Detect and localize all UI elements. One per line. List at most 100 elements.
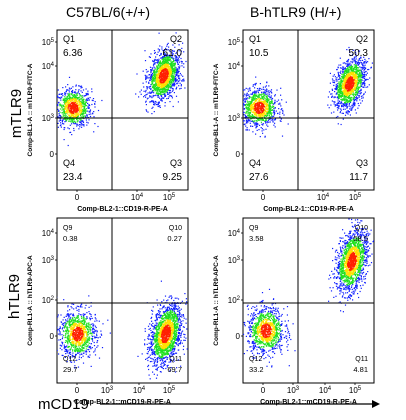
event-dot (75, 84, 77, 86)
event-dot (257, 123, 259, 125)
event-dot (59, 105, 61, 107)
event-dot (177, 58, 179, 61)
event-dot (343, 85, 345, 87)
event-dot (180, 85, 182, 87)
event-dot (251, 100, 253, 102)
event-dot (177, 101, 179, 103)
event-dot (355, 77, 357, 79)
event-dot (359, 86, 361, 88)
event-dot (365, 74, 367, 76)
event-dot (351, 85, 353, 87)
event-dot (57, 326, 58, 328)
event-dot (252, 84, 254, 86)
event-dot (250, 118, 252, 120)
quadrant-percent: 61.0 (163, 48, 183, 59)
event-dot (353, 56, 355, 58)
event-dot (151, 101, 153, 103)
event-dot (333, 74, 335, 76)
event-dot (358, 76, 360, 78)
event-dot (348, 49, 350, 51)
event-dot (173, 64, 175, 66)
event-dot (258, 112, 260, 114)
event-dot (61, 349, 63, 351)
event-dot (347, 60, 349, 62)
event-dot (169, 94, 171, 97)
event-dot (169, 83, 171, 85)
event-dot (358, 95, 360, 97)
event-dot (167, 85, 169, 87)
event-dot (265, 118, 267, 120)
event-dot (360, 60, 362, 62)
event-dot (152, 100, 154, 102)
event-dot (75, 96, 77, 98)
event-dot (71, 91, 73, 93)
event-dot (354, 94, 356, 96)
event-dot (349, 84, 351, 86)
event-dot (238, 103, 239, 104)
event-dot (154, 103, 156, 105)
event-dot (173, 75, 175, 77)
event-dot (264, 115, 266, 117)
event-dot (263, 115, 265, 117)
event-dot (277, 103, 280, 105)
event-dot (248, 119, 250, 121)
event-dot (359, 79, 361, 81)
event-dot (157, 62, 159, 64)
event-dot (267, 106, 269, 109)
event-dot (335, 84, 337, 86)
event-dot (70, 114, 72, 116)
event-dot (364, 77, 366, 80)
event-dot (352, 94, 354, 96)
event-dot (342, 92, 344, 94)
event-dot (74, 120, 76, 122)
event-dot (336, 89, 338, 91)
event-dot (169, 67, 171, 69)
event-dot (347, 94, 349, 96)
event-dot (363, 80, 365, 82)
event-dot (351, 109, 353, 111)
event-dot (157, 87, 159, 90)
event-dot (355, 69, 357, 71)
event-dot (352, 72, 354, 74)
event-dot (251, 108, 253, 110)
event-dot (74, 108, 76, 110)
event-dot (249, 88, 251, 90)
event-dot (160, 63, 162, 65)
event-dot (65, 112, 67, 115)
event-dot (355, 56, 357, 58)
event-dot (92, 112, 94, 114)
event-dot (268, 106, 270, 108)
event-dot (60, 122, 62, 124)
event-dot (258, 108, 260, 110)
x-tick-label: 0 (261, 193, 266, 202)
event-dot (57, 339, 58, 341)
event-dot (342, 90, 344, 92)
event-dot (361, 72, 363, 74)
event-dot (68, 128, 70, 130)
event-dot (261, 92, 263, 94)
event-dot (253, 92, 256, 94)
event-dot (263, 96, 265, 98)
event-dot (162, 72, 164, 75)
event-dot (156, 79, 158, 81)
event-dot (251, 104, 253, 106)
event-dot (160, 54, 162, 56)
event-dot (66, 116, 68, 118)
event-dot (345, 79, 347, 81)
event-dot (87, 122, 89, 124)
event-dot (163, 86, 165, 88)
event-dot (156, 59, 158, 61)
event-dot (181, 65, 183, 67)
event-dot (82, 100, 84, 103)
event-dot (349, 105, 351, 108)
event-dot (328, 107, 330, 109)
event-dot (54, 114, 55, 115)
event-dot (357, 76, 359, 79)
event-dot (80, 101, 83, 103)
event-dot (357, 77, 359, 79)
event-dot (59, 103, 61, 105)
event-dot (258, 124, 261, 126)
event-dot (162, 76, 164, 78)
event-dot (344, 69, 346, 72)
event-dot (79, 306, 81, 308)
